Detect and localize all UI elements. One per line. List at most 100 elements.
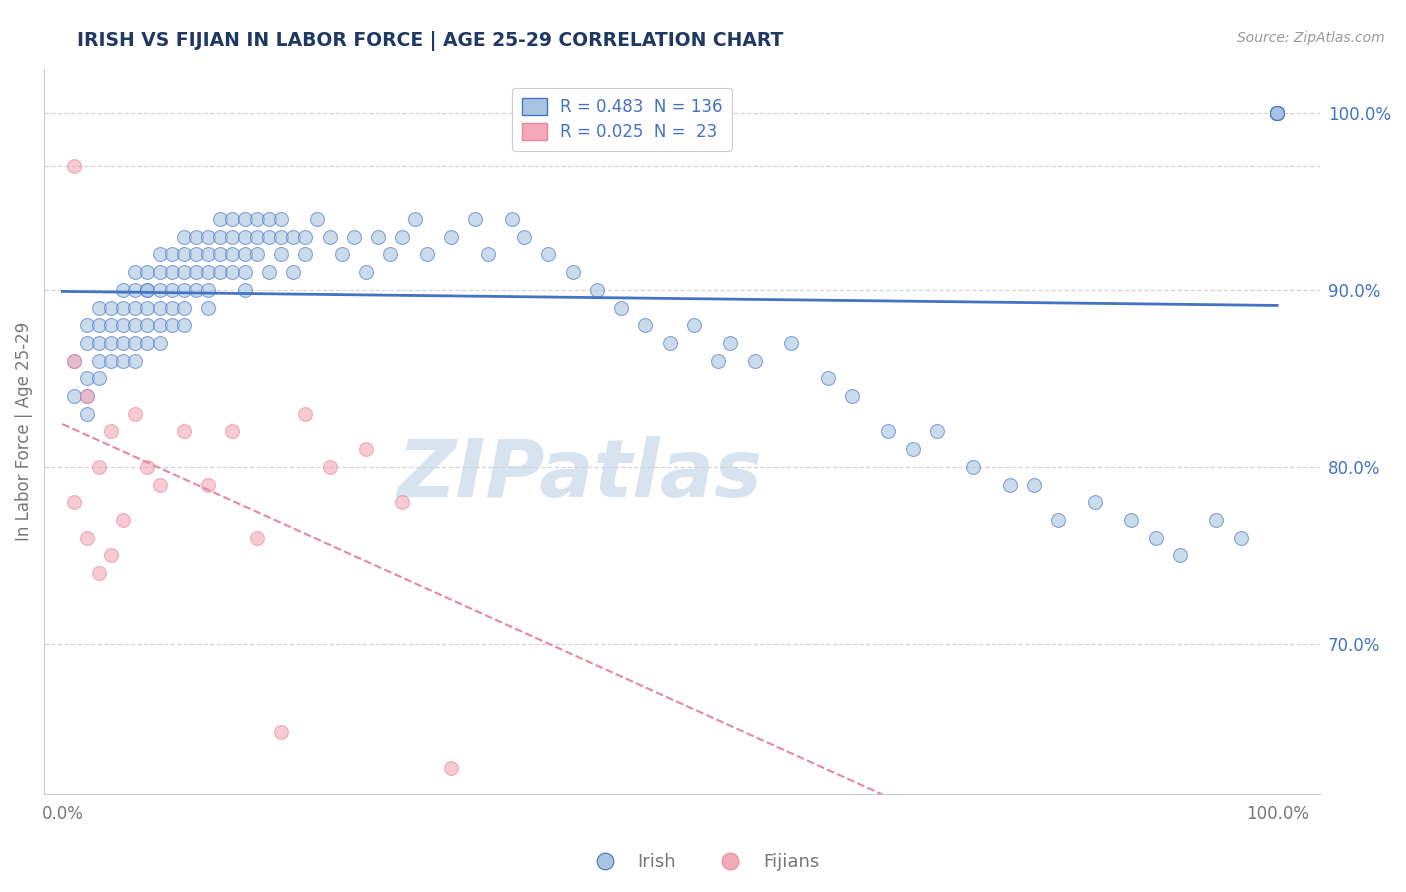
Point bbox=[221, 212, 243, 227]
Point bbox=[87, 371, 110, 385]
Point bbox=[1265, 105, 1288, 120]
Point bbox=[561, 265, 583, 279]
Point bbox=[184, 247, 207, 261]
Point bbox=[294, 407, 316, 421]
Point bbox=[233, 283, 256, 297]
Point bbox=[658, 335, 681, 350]
Point bbox=[391, 495, 413, 509]
Point bbox=[246, 212, 269, 227]
Point bbox=[76, 407, 98, 421]
Point bbox=[1265, 105, 1288, 120]
Point bbox=[160, 265, 183, 279]
Point bbox=[148, 301, 170, 315]
Point bbox=[87, 566, 110, 580]
Point bbox=[160, 283, 183, 297]
Point bbox=[100, 318, 122, 333]
Point bbox=[184, 265, 207, 279]
Point bbox=[294, 229, 316, 244]
Point bbox=[270, 725, 292, 739]
Point bbox=[841, 389, 863, 403]
Point bbox=[184, 283, 207, 297]
Point bbox=[197, 301, 219, 315]
Point bbox=[112, 318, 135, 333]
Point bbox=[100, 425, 122, 439]
Point bbox=[184, 229, 207, 244]
Point bbox=[148, 283, 170, 297]
Point bbox=[76, 531, 98, 545]
Point bbox=[257, 212, 280, 227]
Point bbox=[136, 265, 159, 279]
Point bbox=[1168, 549, 1191, 563]
Point bbox=[197, 229, 219, 244]
Point bbox=[281, 229, 304, 244]
Point bbox=[634, 318, 657, 333]
Point bbox=[294, 247, 316, 261]
Point bbox=[63, 353, 86, 368]
Point bbox=[124, 353, 146, 368]
Point bbox=[1265, 105, 1288, 120]
Point bbox=[877, 425, 900, 439]
Point bbox=[464, 212, 486, 227]
Point bbox=[270, 229, 292, 244]
Point bbox=[1265, 105, 1288, 120]
Point bbox=[112, 353, 135, 368]
Point bbox=[610, 301, 633, 315]
Point bbox=[513, 229, 536, 244]
Point bbox=[87, 335, 110, 350]
Point bbox=[136, 318, 159, 333]
Point bbox=[173, 301, 195, 315]
Point bbox=[416, 247, 439, 261]
Point bbox=[76, 389, 98, 403]
Point bbox=[281, 265, 304, 279]
Point bbox=[76, 318, 98, 333]
Point bbox=[1265, 105, 1288, 120]
Point bbox=[148, 247, 170, 261]
Point bbox=[197, 283, 219, 297]
Point bbox=[257, 265, 280, 279]
Point bbox=[112, 283, 135, 297]
Point bbox=[209, 265, 232, 279]
Point bbox=[246, 229, 269, 244]
Point bbox=[209, 229, 232, 244]
Point bbox=[148, 477, 170, 491]
Point bbox=[744, 353, 766, 368]
Text: Source: ZipAtlas.com: Source: ZipAtlas.com bbox=[1237, 31, 1385, 45]
Point bbox=[330, 247, 353, 261]
Point bbox=[720, 335, 742, 350]
Point bbox=[160, 318, 183, 333]
Point bbox=[100, 301, 122, 315]
Point bbox=[197, 247, 219, 261]
Point bbox=[380, 247, 402, 261]
Point bbox=[197, 477, 219, 491]
Point bbox=[148, 318, 170, 333]
Point bbox=[1047, 513, 1070, 527]
Point bbox=[173, 283, 195, 297]
Point bbox=[1144, 531, 1167, 545]
Point bbox=[160, 301, 183, 315]
Point bbox=[257, 229, 280, 244]
Point bbox=[148, 335, 170, 350]
Point bbox=[233, 229, 256, 244]
Point bbox=[148, 265, 170, 279]
Point bbox=[1265, 105, 1288, 120]
Point bbox=[1265, 105, 1288, 120]
Point bbox=[76, 371, 98, 385]
Point bbox=[586, 283, 609, 297]
Point bbox=[683, 318, 706, 333]
Point bbox=[197, 265, 219, 279]
Point bbox=[817, 371, 839, 385]
Point bbox=[76, 335, 98, 350]
Point bbox=[901, 442, 924, 457]
Text: ZIPatlas: ZIPatlas bbox=[398, 436, 762, 514]
Point bbox=[221, 425, 243, 439]
Point bbox=[63, 389, 86, 403]
Point bbox=[501, 212, 523, 227]
Point bbox=[112, 335, 135, 350]
Point bbox=[477, 247, 499, 261]
Point bbox=[209, 247, 232, 261]
Point bbox=[1265, 105, 1288, 120]
Point bbox=[925, 425, 948, 439]
Point bbox=[124, 301, 146, 315]
Y-axis label: In Labor Force | Age 25-29: In Labor Force | Age 25-29 bbox=[15, 322, 32, 541]
Point bbox=[112, 301, 135, 315]
